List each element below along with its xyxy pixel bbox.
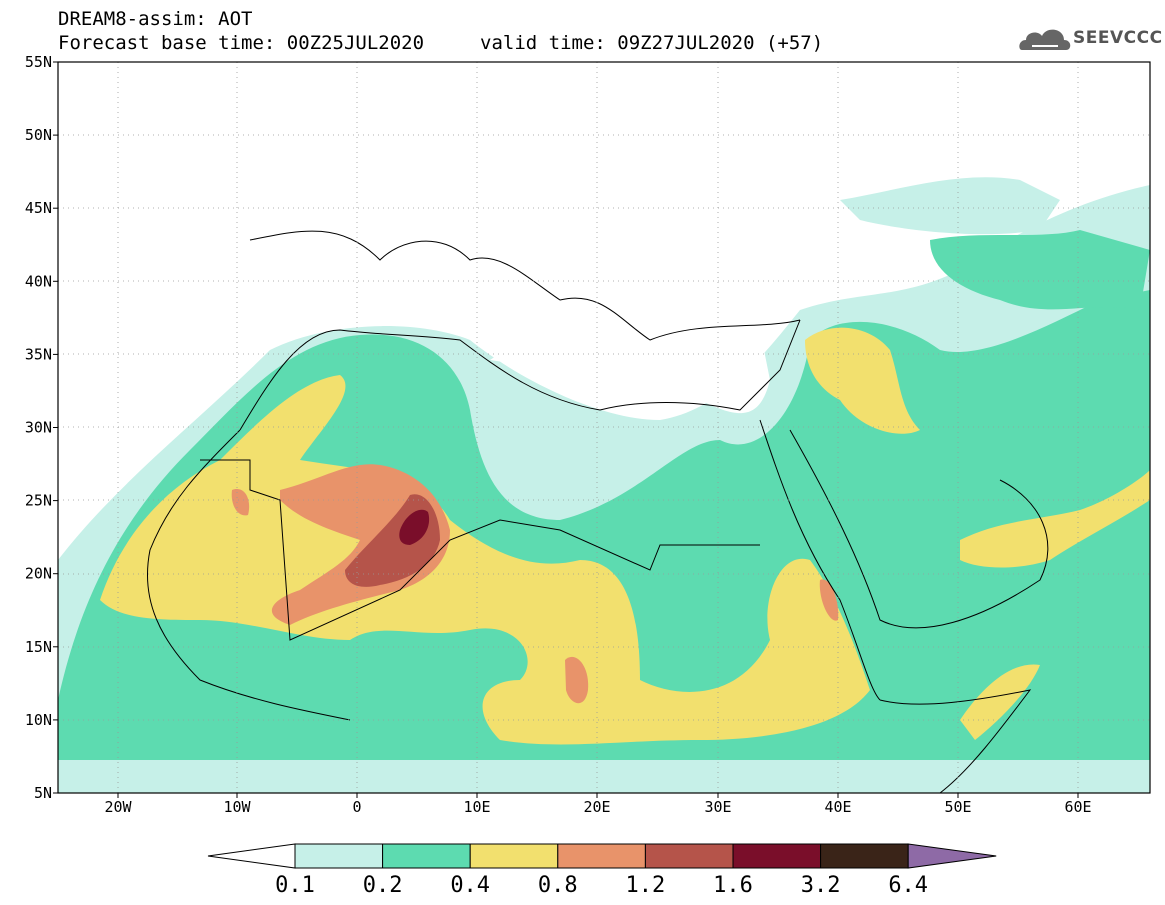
lat-tick-label: 10N xyxy=(25,711,52,729)
colorbar-swatch xyxy=(382,843,471,869)
aot-band-0.4-arabia xyxy=(960,470,1150,568)
europe-coast xyxy=(249,230,801,341)
colorbar-swatch xyxy=(294,843,384,869)
lat-tick-label: 5N xyxy=(34,784,52,802)
colorbar-label: 6.4 xyxy=(888,873,928,898)
aot-band-0.8d xyxy=(231,489,250,516)
colorbar-label: 0.1 xyxy=(275,873,315,898)
lat-tick-label: 30N xyxy=(25,419,52,437)
red-sea-coast xyxy=(759,419,881,701)
arabia-coast xyxy=(789,429,1049,629)
colorbar-label: 0.2 xyxy=(363,873,403,898)
lon-tick-label: 10W xyxy=(223,798,251,816)
colorbar-under-triangle xyxy=(207,843,296,869)
lon-tick-label: 40E xyxy=(824,798,851,816)
lon-tick-label: 20W xyxy=(104,798,132,816)
valid-time: valid time: 09Z27JUL2020 (+57) xyxy=(480,32,824,54)
lat-tick-label: 25N xyxy=(25,492,52,510)
lat-tick-label: 55N xyxy=(25,53,52,71)
seevccc-logo-text: SEEVCCC xyxy=(1073,28,1163,48)
lat-tick-label: 45N xyxy=(25,199,52,217)
lat-tick-label: 40N xyxy=(25,272,52,290)
aot-band-0.1b xyxy=(840,177,1060,235)
lat-tick-label: 50N xyxy=(25,126,52,144)
colorbar-swatch xyxy=(732,843,822,869)
colorbar-swatch xyxy=(644,843,734,869)
colorbar-swatch xyxy=(469,843,559,869)
colorbar-swatch xyxy=(820,843,909,869)
longitude-ticks: 20W 10W 0 10E 20E 30E 40E 50E 60E xyxy=(104,793,1092,816)
aot-shading xyxy=(58,177,1150,793)
colorbar-label: 3.2 xyxy=(801,873,841,898)
cloud-icon xyxy=(1019,29,1071,50)
lon-tick-label: 0 xyxy=(352,798,361,816)
horn-of-africa-coast xyxy=(879,689,1032,793)
lon-tick-label: 20E xyxy=(583,798,610,816)
sahara-borders xyxy=(200,459,760,641)
aot-band-0.4 xyxy=(100,375,870,745)
aot-band-0.2-caspian xyxy=(930,230,1150,310)
lat-tick-label: 35N xyxy=(25,345,52,363)
aot-band-1.6 xyxy=(399,509,430,545)
aot-colorbar: 0.1 0.2 0.4 0.8 1.2 1.6 3.2 6.4 xyxy=(207,843,997,898)
colorbar-swatch xyxy=(557,843,646,869)
aot-band-0.4-somalia xyxy=(960,664,1040,740)
aot-clear-area xyxy=(490,325,770,414)
lon-tick-label: 60E xyxy=(1064,798,1091,816)
lat-tick-label: 15N xyxy=(25,638,52,656)
colorbar-label: 0.8 xyxy=(538,873,578,898)
lon-tick-label: 50E xyxy=(944,798,971,816)
aot-band-0.8c xyxy=(819,579,839,621)
latitude-ticks: 55N 50N 45N 40N 35N 30N 25N 20N 15N 10N 5N xyxy=(25,53,58,802)
lat-tick-label: 20N xyxy=(25,565,52,583)
west-africa-coast xyxy=(146,429,351,721)
aot-band-0.8b xyxy=(565,656,589,704)
colorbar-label: 1.6 xyxy=(713,873,753,898)
lon-tick-label: 10E xyxy=(463,798,490,816)
forecast-base-time: Forecast base time: 00Z25JUL2020 xyxy=(58,32,425,54)
lon-tick-label: 30E xyxy=(704,798,731,816)
colorbar-label: 1.2 xyxy=(626,873,666,898)
map-title: DREAM8-assim: AOT xyxy=(58,8,253,30)
graticule xyxy=(58,62,1150,793)
colorbar-over-triangle xyxy=(907,843,997,869)
colorbar-label: 0.4 xyxy=(450,873,490,898)
north-africa-coast xyxy=(239,319,801,431)
